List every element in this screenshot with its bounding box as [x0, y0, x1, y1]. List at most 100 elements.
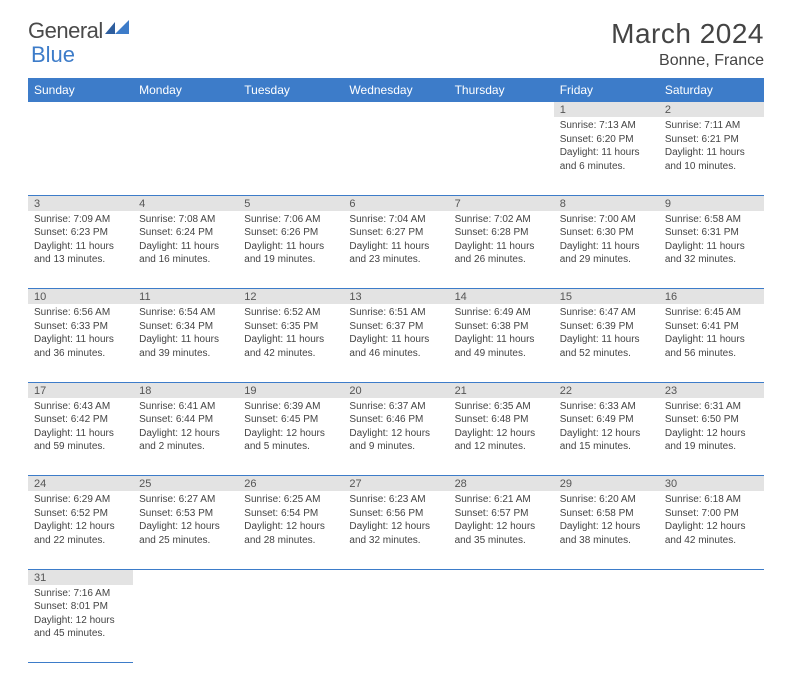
sunrise-line: Sunrise: 7:04 AM — [349, 213, 442, 227]
day-number: 17 — [28, 382, 133, 398]
sunrise-line: Sunrise: 6:27 AM — [139, 493, 232, 507]
day-number: 6 — [343, 195, 448, 211]
day-number: 25 — [133, 476, 238, 492]
sunset-line: Sunset: 6:28 PM — [455, 226, 548, 240]
day-cell: Sunrise: 7:06 AMSunset: 6:26 PMDaylight:… — [238, 211, 343, 271]
empty-cell — [238, 585, 343, 663]
day-number-row: 12 — [28, 102, 764, 117]
sunrise-line: Sunrise: 6:18 AM — [665, 493, 758, 507]
weekday-header: Tuesday — [238, 78, 343, 102]
day-number: 16 — [659, 289, 764, 305]
day-number: 23 — [659, 382, 764, 398]
day-cell: Sunrise: 6:37 AMSunset: 6:46 PMDaylight:… — [343, 398, 448, 458]
weekday-header: Monday — [133, 78, 238, 102]
day-content-row: Sunrise: 6:56 AMSunset: 6:33 PMDaylight:… — [28, 304, 764, 382]
day-cell: Sunrise: 6:27 AMSunset: 6:53 PMDaylight:… — [133, 491, 238, 551]
day-number: 11 — [133, 289, 238, 305]
day-number-row: 17181920212223 — [28, 382, 764, 398]
day-cell: Sunrise: 6:21 AMSunset: 6:57 PMDaylight:… — [449, 491, 554, 551]
sunset-line: Sunset: 6:23 PM — [34, 226, 127, 240]
sunrise-line: Sunrise: 7:11 AM — [665, 119, 758, 133]
daylight-line: Daylight: 12 hours and 5 minutes. — [244, 427, 337, 454]
day-number: 15 — [554, 289, 659, 305]
sunrise-line: Sunrise: 6:21 AM — [455, 493, 548, 507]
daylight-line: Daylight: 11 hours and 59 minutes. — [34, 427, 127, 454]
sunrise-line: Sunrise: 7:00 AM — [560, 213, 653, 227]
day-cell: Sunrise: 6:41 AMSunset: 6:44 PMDaylight:… — [133, 398, 238, 458]
empty-cell — [238, 102, 343, 117]
daylight-line: Daylight: 12 hours and 35 minutes. — [455, 520, 548, 547]
day-number: 3 — [28, 195, 133, 211]
day-cell: Sunrise: 6:49 AMSunset: 6:38 PMDaylight:… — [449, 304, 554, 364]
sunset-line: Sunset: 6:31 PM — [665, 226, 758, 240]
logo-text-1: General — [28, 18, 103, 44]
empty-cell — [238, 569, 343, 585]
day-number: 22 — [554, 382, 659, 398]
sunrise-line: Sunrise: 7:13 AM — [560, 119, 653, 133]
daylight-line: Daylight: 11 hours and 10 minutes. — [665, 146, 758, 173]
day-number: 5 — [238, 195, 343, 211]
daylight-line: Daylight: 11 hours and 42 minutes. — [244, 333, 337, 360]
day-cell: Sunrise: 6:54 AMSunset: 6:34 PMDaylight:… — [133, 304, 238, 364]
sunrise-line: Sunrise: 6:33 AM — [560, 400, 653, 414]
sunset-line: Sunset: 6:56 PM — [349, 507, 442, 521]
sunrise-line: Sunrise: 7:16 AM — [34, 587, 127, 601]
sunset-line: Sunset: 8:01 PM — [34, 600, 127, 614]
daylight-line: Daylight: 11 hours and 36 minutes. — [34, 333, 127, 360]
empty-cell — [133, 569, 238, 585]
sunset-line: Sunset: 6:34 PM — [139, 320, 232, 334]
sunrise-line: Sunrise: 6:54 AM — [139, 306, 232, 320]
day-number-row: 10111213141516 — [28, 289, 764, 305]
empty-cell — [133, 585, 238, 663]
day-cell: Sunrise: 6:43 AMSunset: 6:42 PMDaylight:… — [28, 398, 133, 458]
daylight-line: Daylight: 11 hours and 56 minutes. — [665, 333, 758, 360]
sunrise-line: Sunrise: 6:56 AM — [34, 306, 127, 320]
sunrise-line: Sunrise: 6:20 AM — [560, 493, 653, 507]
sunrise-line: Sunrise: 6:45 AM — [665, 306, 758, 320]
sunrise-line: Sunrise: 6:49 AM — [455, 306, 548, 320]
day-number: 19 — [238, 382, 343, 398]
day-cell: Sunrise: 6:20 AMSunset: 6:58 PMDaylight:… — [554, 491, 659, 551]
empty-cell — [343, 117, 448, 195]
daylight-line: Daylight: 11 hours and 16 minutes. — [139, 240, 232, 267]
daylight-line: Daylight: 11 hours and 26 minutes. — [455, 240, 548, 267]
day-number: 27 — [343, 476, 448, 492]
daylight-line: Daylight: 11 hours and 32 minutes. — [665, 240, 758, 267]
empty-cell — [343, 569, 448, 585]
daylight-line: Daylight: 12 hours and 12 minutes. — [455, 427, 548, 454]
sunrise-line: Sunrise: 7:06 AM — [244, 213, 337, 227]
day-cell: Sunrise: 6:18 AMSunset: 7:00 PMDaylight:… — [659, 491, 764, 551]
weekday-header: Wednesday — [343, 78, 448, 102]
sunrise-line: Sunrise: 6:39 AM — [244, 400, 337, 414]
logo-text-2: Blue — [31, 42, 75, 68]
sunset-line: Sunset: 6:41 PM — [665, 320, 758, 334]
day-cell: Sunrise: 6:47 AMSunset: 6:39 PMDaylight:… — [554, 304, 659, 364]
empty-cell — [554, 569, 659, 585]
empty-cell — [238, 117, 343, 195]
empty-cell — [133, 102, 238, 117]
logo-flag-icon — [105, 20, 133, 38]
empty-cell — [554, 585, 659, 663]
day-number: 26 — [238, 476, 343, 492]
empty-cell — [659, 585, 764, 663]
day-number-row: 24252627282930 — [28, 476, 764, 492]
day-number-row: 3456789 — [28, 195, 764, 211]
day-cell: Sunrise: 7:13 AMSunset: 6:20 PMDaylight:… — [554, 117, 659, 177]
day-cell: Sunrise: 7:04 AMSunset: 6:27 PMDaylight:… — [343, 211, 448, 271]
day-cell: Sunrise: 6:35 AMSunset: 6:48 PMDaylight:… — [449, 398, 554, 458]
day-content-row: Sunrise: 7:09 AMSunset: 6:23 PMDaylight:… — [28, 211, 764, 289]
day-number: 31 — [28, 569, 133, 585]
daylight-line: Daylight: 11 hours and 29 minutes. — [560, 240, 653, 267]
day-cell: Sunrise: 6:39 AMSunset: 6:45 PMDaylight:… — [238, 398, 343, 458]
sunset-line: Sunset: 6:21 PM — [665, 133, 758, 147]
day-number: 24 — [28, 476, 133, 492]
sunset-line: Sunset: 6:26 PM — [244, 226, 337, 240]
daylight-line: Daylight: 11 hours and 39 minutes. — [139, 333, 232, 360]
sunrise-line: Sunrise: 7:08 AM — [139, 213, 232, 227]
daylight-line: Daylight: 12 hours and 42 minutes. — [665, 520, 758, 547]
weekday-header: Friday — [554, 78, 659, 102]
sunrise-line: Sunrise: 6:43 AM — [34, 400, 127, 414]
day-number: 18 — [133, 382, 238, 398]
sunset-line: Sunset: 6:48 PM — [455, 413, 548, 427]
daylight-line: Daylight: 12 hours and 2 minutes. — [139, 427, 232, 454]
